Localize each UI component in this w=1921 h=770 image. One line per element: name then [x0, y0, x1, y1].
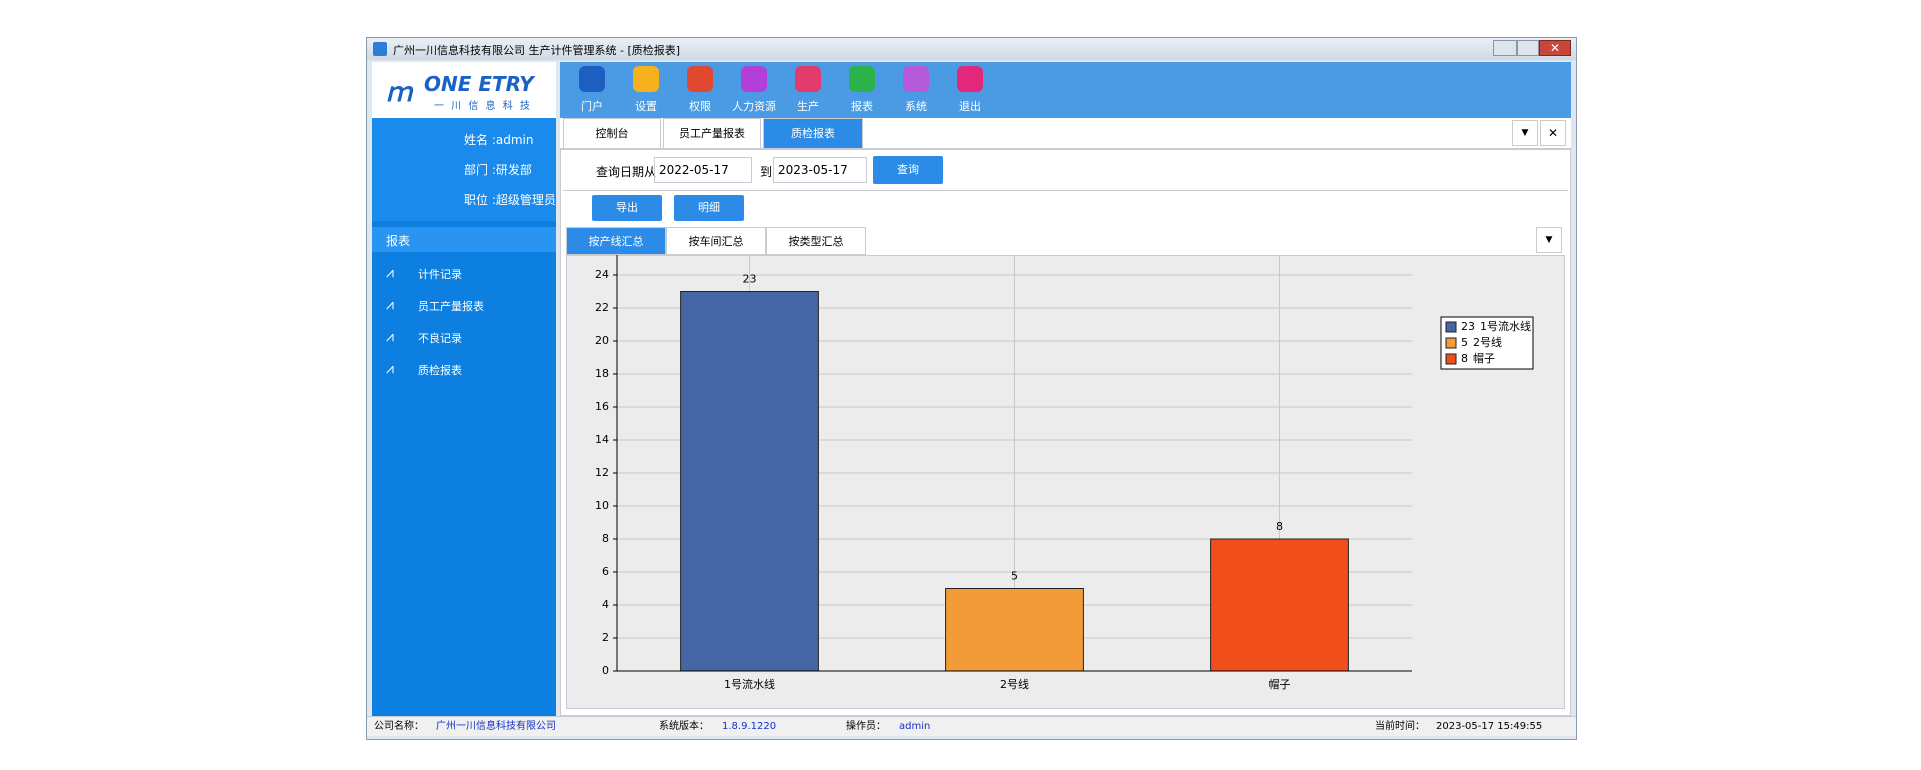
from-date[interactable]: 2022-05-17	[654, 157, 752, 183]
toolbar-icon[interactable]	[957, 66, 983, 92]
toolbar-label[interactable]: 系统	[905, 100, 927, 113]
logo-subtitle: 一 川 信 息 科 技	[434, 101, 532, 112]
user-info: 姓名 :admin 部门 :研发部 职位 :超级管理员	[372, 118, 556, 221]
toolbar-label[interactable]: 生产	[797, 100, 819, 113]
menu-item[interactable]: 计件记录	[418, 268, 462, 281]
operator: admin	[899, 721, 931, 732]
toolbar-label[interactable]: 报表	[851, 100, 873, 113]
company-label: 公司名称：	[374, 721, 424, 732]
tab-menu[interactable]: ▼	[1512, 120, 1538, 146]
menu-icon: ⩘	[386, 361, 394, 377]
minimize-button[interactable]	[1493, 40, 1517, 56]
user-name: 姓名 :admin	[464, 133, 534, 147]
query-button[interactable]: 查询	[873, 156, 943, 184]
time: 2023-05-17 15:49:55	[1436, 721, 1543, 732]
app-icon	[373, 42, 387, 56]
company: 广州一川信息科技有限公司	[436, 721, 556, 732]
menu-item[interactable]: 员工产量报表	[418, 300, 484, 313]
toolbar-label[interactable]: 门户	[581, 100, 603, 113]
logo-area: ｍ ONE ETRY 一 川 信 息 科 技	[372, 62, 556, 118]
tab[interactable]: 质检报表	[763, 118, 863, 149]
toolbar-label[interactable]: 设置	[635, 100, 657, 113]
tab[interactable]: 员工产量报表	[663, 118, 761, 149]
from-label: 查询日期从	[596, 165, 657, 179]
subtab-menu[interactable]: ▼	[1536, 227, 1562, 253]
toolbar-icon[interactable]	[741, 66, 767, 92]
subtab[interactable]: 按类型汇总	[766, 227, 866, 255]
title-bar: 广州一川信息科技有限公司 生产计件管理系统 - [质检报表] ✕	[367, 38, 1576, 60]
divider	[563, 190, 1568, 191]
subtab[interactable]: 按车间汇总	[666, 227, 766, 255]
toolbar-icon[interactable]	[579, 66, 605, 92]
time-label: 当前时间：	[1375, 721, 1425, 732]
toolbar-icon[interactable]	[795, 66, 821, 92]
detail-button[interactable]: 明细	[674, 195, 744, 221]
export-button[interactable]: 导出	[592, 195, 662, 221]
menu-item[interactable]: 质检报表	[418, 364, 462, 377]
menu-icon: ⩘	[386, 297, 394, 313]
toolbar-icon[interactable]	[849, 66, 875, 92]
status-bar	[367, 716, 1576, 736]
subtab[interactable]: 按产线汇总	[566, 227, 666, 255]
version-label: 系统版本：	[659, 721, 709, 732]
toolbar-label[interactable]: 权限	[689, 100, 711, 113]
toolbar	[560, 62, 1571, 118]
menu-item[interactable]: 不良记录	[418, 332, 462, 345]
chart-area	[566, 255, 1565, 709]
toolbar-icon[interactable]	[903, 66, 929, 92]
close-button[interactable]: ✕	[1539, 40, 1571, 56]
user-role: 职位 :超级管理员	[464, 193, 556, 207]
toolbar-label[interactable]: 人力资源	[732, 100, 776, 113]
operator-label: 操作员：	[846, 721, 886, 732]
logo-name: ONE ETRY	[424, 72, 534, 96]
logo-mark: ｍ	[386, 78, 413, 108]
menu-header[interactable]: 报表	[372, 227, 556, 252]
to-label: 到	[760, 165, 773, 179]
version: 1.8.9.1220	[722, 721, 777, 732]
to-date[interactable]: 2023-05-17	[773, 157, 867, 183]
toolbar-icon[interactable]	[687, 66, 713, 92]
window-title: 广州一川信息科技有限公司 生产计件管理系统 - [质检报表]	[393, 44, 681, 57]
tab-close-all[interactable]: ✕	[1540, 120, 1566, 146]
menu-icon: ⩘	[386, 265, 394, 281]
maximize-button[interactable]	[1517, 40, 1539, 56]
tab[interactable]: 控制台	[563, 118, 661, 149]
menu-icon: ⩘	[386, 329, 394, 345]
toolbar-label[interactable]: 退出	[959, 100, 981, 113]
user-dept: 部门 :研发部	[464, 163, 532, 177]
toolbar-icon[interactable]	[633, 66, 659, 92]
